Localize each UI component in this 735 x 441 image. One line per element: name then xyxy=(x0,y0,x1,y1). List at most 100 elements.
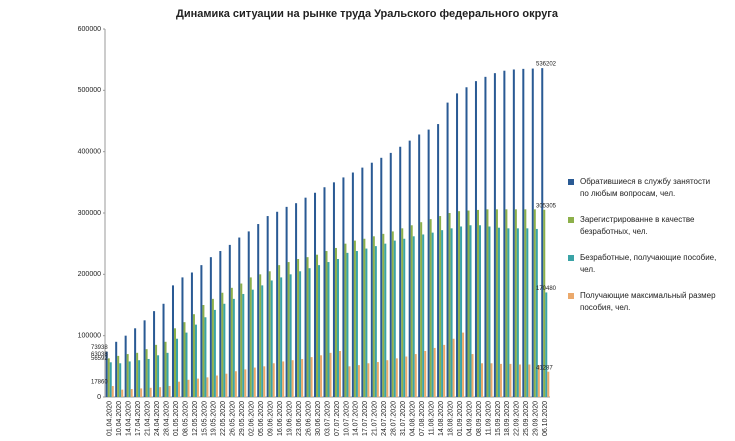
bar xyxy=(499,363,502,397)
bar xyxy=(232,298,235,397)
bar xyxy=(153,311,156,397)
bar xyxy=(268,271,271,397)
bar xyxy=(535,228,538,397)
x-tick-label: 11.08.2020 xyxy=(428,401,435,436)
bar xyxy=(192,314,195,397)
bar xyxy=(147,358,150,397)
bar xyxy=(418,134,421,397)
bar xyxy=(221,292,224,397)
bar xyxy=(386,360,389,397)
bar xyxy=(408,140,411,398)
bar xyxy=(157,355,160,397)
bar xyxy=(437,124,440,398)
bar xyxy=(405,356,408,397)
bar xyxy=(484,76,487,397)
x-tick-label: 17.04.2020 xyxy=(135,401,142,436)
bar xyxy=(446,102,449,397)
bar xyxy=(314,192,317,397)
x-tick-label: 01.09.2020 xyxy=(457,401,464,436)
bar xyxy=(185,332,188,397)
bar xyxy=(422,234,425,397)
bar xyxy=(215,375,218,397)
x-tick-label: 01.05.2020 xyxy=(173,401,180,436)
bar xyxy=(200,265,203,397)
bar xyxy=(382,233,385,397)
bar xyxy=(495,209,498,397)
legend: Обратившиеся в службу занятости по любым… xyxy=(568,176,718,328)
bar xyxy=(518,364,521,397)
bar xyxy=(460,226,463,397)
x-tick-label: 19.06.2020 xyxy=(286,401,293,436)
bar xyxy=(266,216,269,397)
bar xyxy=(336,259,339,397)
x-tick-label: 29.05.2020 xyxy=(239,401,246,436)
bar xyxy=(346,252,349,397)
bar xyxy=(462,332,465,397)
bar xyxy=(467,210,470,397)
x-tick-label: 08.09.2020 xyxy=(476,401,483,436)
bar xyxy=(355,251,358,397)
legend-label: Обратившиеся в службу занятости по любым… xyxy=(580,177,711,198)
x-tick-label: 24.07.2020 xyxy=(381,401,388,436)
bar xyxy=(178,381,181,397)
bar xyxy=(344,243,347,397)
x-tick-label: 18.09.2020 xyxy=(504,401,511,436)
x-tick-label: 14.08.2020 xyxy=(438,401,445,436)
bar xyxy=(509,363,512,397)
bar xyxy=(130,389,133,397)
bar xyxy=(320,355,323,397)
bar xyxy=(176,338,179,397)
bar xyxy=(395,358,398,397)
bar xyxy=(136,352,139,397)
x-tick-label: 23.06.2020 xyxy=(296,401,303,436)
bar xyxy=(209,257,212,397)
bar xyxy=(213,309,216,397)
bar xyxy=(376,362,379,397)
bar xyxy=(458,211,461,397)
bar xyxy=(164,341,167,397)
bar xyxy=(263,366,266,397)
bar xyxy=(117,355,120,397)
x-tick-label: 26.06.2020 xyxy=(305,401,312,436)
bar xyxy=(490,363,493,397)
bar xyxy=(547,371,550,397)
data-label: 17860 xyxy=(91,380,108,386)
legend-item: Безработные, получающие пособие, чел. xyxy=(568,252,718,276)
bar xyxy=(173,328,177,397)
bar xyxy=(149,387,152,397)
bar xyxy=(278,265,281,397)
bar xyxy=(456,93,459,398)
bar xyxy=(403,238,406,397)
bar xyxy=(225,373,228,397)
bar xyxy=(353,240,356,397)
x-tick-label: 28.04.2020 xyxy=(163,401,170,436)
bar xyxy=(524,209,527,397)
bar xyxy=(545,292,548,397)
bar xyxy=(471,354,474,397)
bar xyxy=(234,371,237,397)
x-tick-label: 16.06.2020 xyxy=(277,401,284,436)
bar xyxy=(338,351,341,397)
x-tick-label: 31.07.2020 xyxy=(400,401,407,436)
bar xyxy=(297,259,300,397)
bar xyxy=(206,377,209,397)
bar xyxy=(140,388,143,397)
bar xyxy=(310,357,313,397)
bar xyxy=(115,341,118,397)
bar xyxy=(105,351,108,397)
bar xyxy=(304,197,307,397)
bar xyxy=(450,228,453,397)
bar xyxy=(372,236,375,397)
bar xyxy=(429,219,432,397)
bar xyxy=(280,277,283,397)
bar xyxy=(367,363,370,397)
bar xyxy=(476,209,479,397)
bar xyxy=(514,209,517,397)
bar xyxy=(270,280,273,397)
x-tick-label: 07.07.2020 xyxy=(334,401,341,436)
bar xyxy=(251,289,254,397)
bar xyxy=(107,358,110,397)
bar xyxy=(247,231,250,397)
bar xyxy=(249,277,252,397)
y-tick-label: 600000 xyxy=(78,26,101,33)
